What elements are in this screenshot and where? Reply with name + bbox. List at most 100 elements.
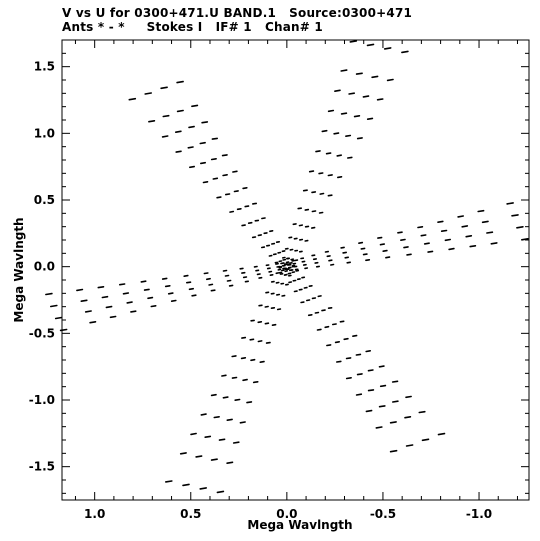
uv-point <box>269 230 274 233</box>
uv-point <box>343 337 349 341</box>
uv-point <box>191 294 197 297</box>
uv-point <box>317 295 322 298</box>
uv-point <box>352 334 358 338</box>
uv-point <box>45 292 53 296</box>
uv-point <box>231 376 238 379</box>
uv-point <box>427 250 434 253</box>
uv-point <box>490 242 498 245</box>
uv-point <box>342 251 348 254</box>
uv-point <box>378 405 386 408</box>
uv-point <box>84 310 92 313</box>
uv-point <box>298 224 304 227</box>
uv-point <box>206 277 211 281</box>
uv-point <box>365 409 373 413</box>
uv-point <box>403 246 409 249</box>
uv-point <box>183 274 189 278</box>
uv-point <box>161 277 168 280</box>
uv-point <box>448 247 455 251</box>
uv-point <box>316 328 322 331</box>
uv-point <box>170 299 177 303</box>
axis-ticks <box>62 40 529 500</box>
uv-point <box>331 323 337 326</box>
uv-point <box>257 320 263 324</box>
uv-point <box>346 261 352 264</box>
uv-point <box>336 154 343 157</box>
uv-point <box>218 438 226 441</box>
uv-point <box>440 229 448 232</box>
uv-point <box>212 177 219 180</box>
uv-point <box>242 187 248 190</box>
uv-point <box>204 435 212 439</box>
uv-point <box>186 281 192 284</box>
uv-point <box>457 215 465 218</box>
uv-point <box>481 220 489 224</box>
uv-point <box>97 285 105 289</box>
uv-point <box>188 125 195 129</box>
uv-point <box>147 296 154 300</box>
uv-point <box>259 360 265 364</box>
uv-point <box>355 72 363 75</box>
uv-point <box>345 134 352 137</box>
uv-point <box>333 132 340 135</box>
x-tick-label: 0.0 <box>276 507 297 521</box>
uv-point <box>161 135 169 138</box>
y-tick-label: -0.5 <box>29 326 55 340</box>
uv-point <box>327 194 333 197</box>
uv-point <box>365 349 372 353</box>
uv-point <box>203 272 209 275</box>
chart-title-line2: Ants * - * Stokes I IF# 1 Chan# 1 <box>62 20 323 34</box>
uv-point <box>201 121 209 124</box>
uv-point <box>160 86 168 90</box>
uv-point <box>346 156 353 159</box>
uv-point <box>437 432 446 436</box>
uv-point <box>355 353 362 356</box>
uv-point <box>202 181 209 184</box>
uv-point <box>109 315 117 319</box>
uv-point <box>423 242 430 245</box>
uv-point <box>383 47 392 50</box>
uv-point <box>232 441 240 444</box>
uv-point <box>325 152 332 155</box>
uv-point <box>444 238 452 242</box>
uv-point <box>144 92 152 95</box>
uv-point <box>391 400 399 403</box>
plot-frame <box>61 39 530 501</box>
uv-point <box>366 117 374 120</box>
uv-point <box>210 393 217 397</box>
uv-point <box>404 415 412 419</box>
x-tick-label: -1.0 <box>466 507 492 521</box>
uv-point <box>336 176 343 179</box>
uv-point <box>348 92 356 95</box>
uv-point <box>367 369 374 372</box>
uv-point <box>397 231 403 234</box>
uv-point <box>324 325 330 329</box>
uv-point <box>311 210 317 213</box>
uv-point <box>257 340 263 343</box>
uv-point <box>366 43 375 47</box>
x-tick-label: 0.5 <box>180 507 201 521</box>
uv-point <box>242 378 248 382</box>
uv-point <box>200 413 207 416</box>
uv-point <box>465 235 473 238</box>
uv-point <box>329 263 335 266</box>
uv-point <box>305 299 311 302</box>
uv-point <box>264 322 270 325</box>
uv-point <box>236 208 242 211</box>
uv-point <box>321 309 326 312</box>
uv-point <box>362 95 370 98</box>
uv-point <box>265 341 271 344</box>
uv-point <box>175 150 182 153</box>
uv-point <box>211 137 218 140</box>
uv-point <box>164 284 171 288</box>
uv-point <box>335 360 342 363</box>
uv-point <box>406 253 412 256</box>
uv-point <box>486 231 494 234</box>
uv-point <box>231 355 237 358</box>
uv-point <box>226 418 233 422</box>
uv-point <box>271 323 277 327</box>
uv-point <box>240 356 247 360</box>
uv-point <box>327 174 333 177</box>
uv-point <box>175 130 182 133</box>
uv-point <box>506 202 514 205</box>
